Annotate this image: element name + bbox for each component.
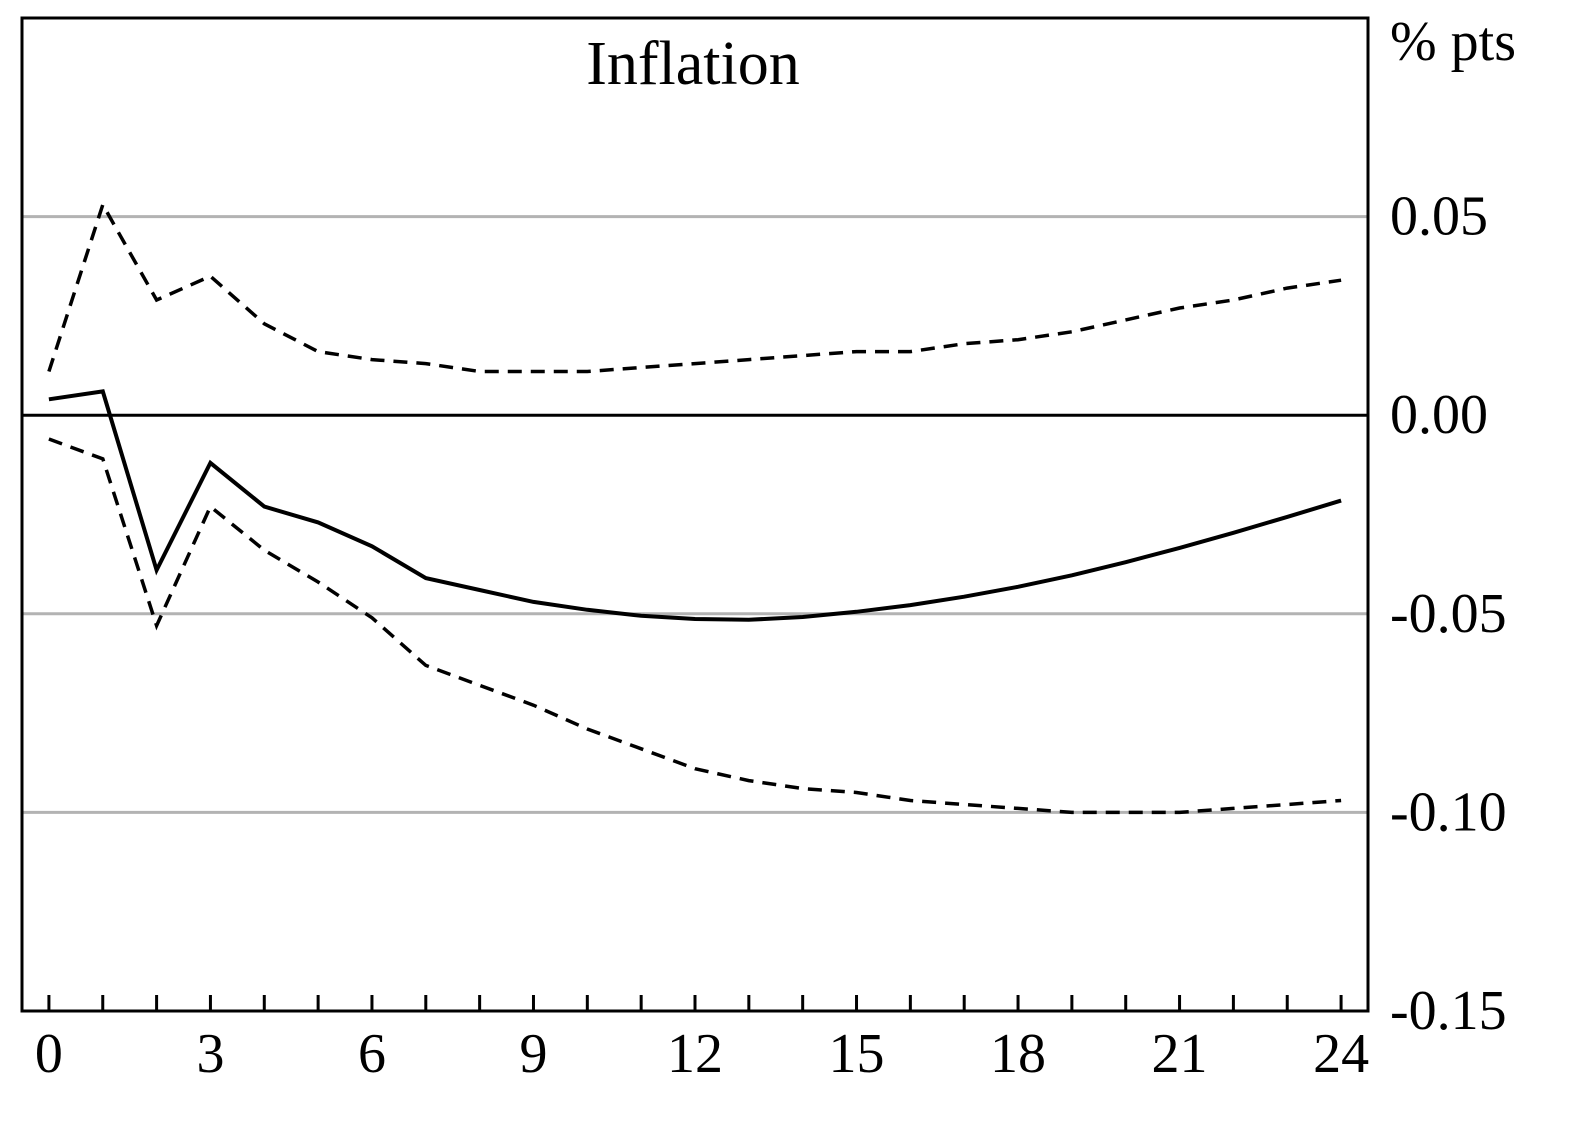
x-tick-label-6: 6: [358, 1023, 386, 1085]
x-tick-label-18: 18: [990, 1023, 1046, 1085]
axis-ticks: [47, 995, 1343, 1011]
y-tick-label--0.05: -0.05: [1390, 583, 1507, 645]
x-tick-label-3: 3: [196, 1023, 224, 1085]
series-line-1-dashed: [47, 200, 1342, 374]
chart-title: Inflation: [586, 30, 800, 98]
series-lines: [47, 200, 1342, 815]
tick-labels: 0 3 6 9 12 15 18 21 24 0.05 0.00 -0.05 -0.10 -0.15: [35, 186, 1507, 1085]
x-tick-label-21: 21: [1152, 1023, 1208, 1085]
y-tick-label-0.05: 0.05: [1390, 186, 1488, 248]
plot-frame: [20, 16, 1370, 1013]
series-line-2-dashed: [48, 437, 1342, 815]
y-tick-label--0.10: -0.10: [1390, 781, 1507, 843]
y-tick-label--0.15: -0.15: [1390, 980, 1507, 1042]
gridlines: [22, 215, 1368, 814]
x-tick-label-24: 24: [1313, 1023, 1369, 1085]
y-tick-label-0.00: 0.00: [1390, 384, 1488, 446]
x-tick-label-12: 12: [667, 1023, 723, 1085]
y-axis-unit-label: % pts: [1390, 11, 1516, 73]
series-line-0-solid: [48, 389, 1342, 622]
x-tick-label-0: 0: [35, 1023, 63, 1085]
x-tick-label-15: 15: [829, 1023, 885, 1085]
x-tick-label-9: 9: [519, 1023, 547, 1085]
